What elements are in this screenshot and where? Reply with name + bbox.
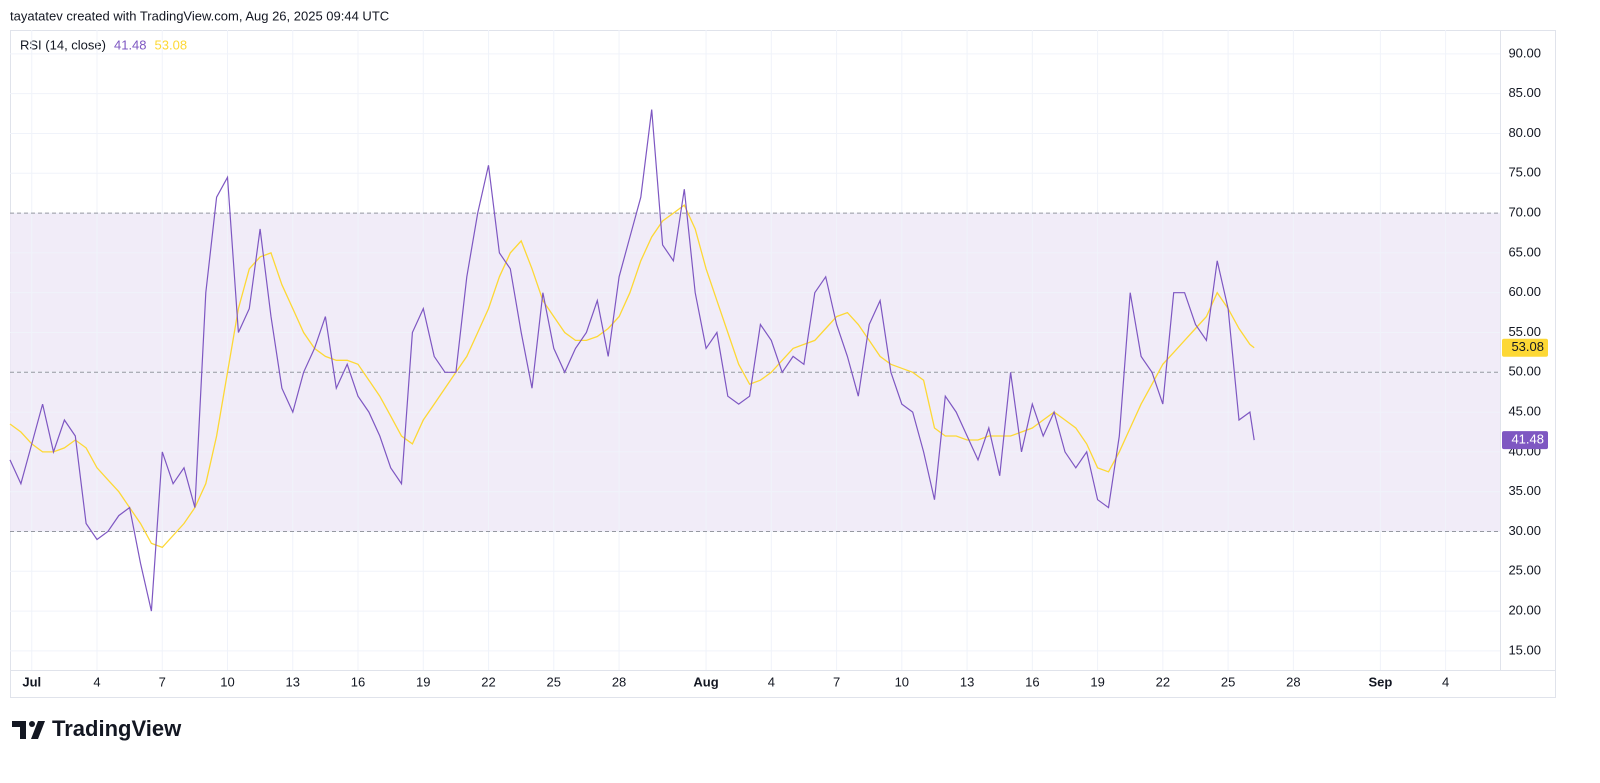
x-tick-label: 4	[768, 674, 775, 689]
price-badge-label: 53.08	[1511, 339, 1544, 354]
x-tick-label: 19	[416, 674, 430, 689]
y-tick-label: 85.00	[1508, 85, 1541, 100]
logo-dot	[29, 721, 35, 727]
y-tick-label: 15.00	[1508, 642, 1541, 657]
legend-value: 53.08	[155, 37, 188, 52]
credit: tayatatev created with TradingView.com, …	[10, 8, 389, 23]
x-tick-label: 10	[895, 674, 909, 689]
logo-icon	[12, 721, 45, 739]
x-tick-label: 7	[159, 674, 166, 689]
legend-title: RSI (14, close)	[20, 37, 106, 52]
y-tick-label: 70.00	[1508, 205, 1541, 220]
price-badge	[1502, 338, 1548, 357]
x-tick-label: 16	[351, 674, 365, 689]
series-line	[9, 204, 1255, 549]
y-tick-label: 75.00	[1508, 165, 1541, 180]
price-badge-label: 41.48	[1511, 432, 1544, 447]
grid	[10, 30, 1500, 670]
y-tick-label: 45.00	[1508, 404, 1541, 419]
y-tick-label: 30.00	[1508, 523, 1541, 538]
x-tick-label: 13	[286, 674, 300, 689]
x-tick-label: 4	[1442, 674, 1449, 689]
y-tick-label: 25.00	[1508, 563, 1541, 578]
x-tick-label: Jul	[22, 674, 41, 689]
y-tick-label: 65.00	[1508, 244, 1541, 259]
legend: RSI (14, close) 41.48 53.08	[20, 37, 187, 52]
x-tick-label: 22	[1156, 674, 1170, 689]
x-tick-label: 22	[481, 674, 495, 689]
logo: TradingView	[12, 716, 182, 741]
y-tick-label: 60.00	[1508, 284, 1541, 299]
y-tick-label: 35.00	[1508, 483, 1541, 498]
x-tick-label: 28	[1286, 674, 1300, 689]
series-line	[9, 109, 1255, 612]
y-tick-label: 55.00	[1508, 324, 1541, 339]
price-badge	[1502, 431, 1548, 450]
x-tick-label: Sep	[1368, 674, 1392, 689]
x-tick-label: 4	[93, 674, 100, 689]
y-tick-label: 80.00	[1508, 125, 1541, 140]
y-tick-label: 90.00	[1508, 45, 1541, 60]
x-tick-label: Aug	[693, 674, 718, 689]
x-tick-label: 25	[1221, 674, 1235, 689]
x-tick-label: 13	[960, 674, 974, 689]
y-tick-label: 20.00	[1508, 603, 1541, 618]
x-tick-label: 10	[220, 674, 234, 689]
x-tick-label: 25	[547, 674, 561, 689]
x-tick-label: 16	[1025, 674, 1039, 689]
x-tick-label: 28	[612, 674, 626, 689]
x-tick-label: 19	[1090, 674, 1104, 689]
logo-text: TradingView	[52, 716, 182, 741]
legend-value: 41.48	[114, 37, 147, 52]
y-tick-label: 50.00	[1508, 364, 1541, 379]
x-tick-label: 7	[833, 674, 840, 689]
